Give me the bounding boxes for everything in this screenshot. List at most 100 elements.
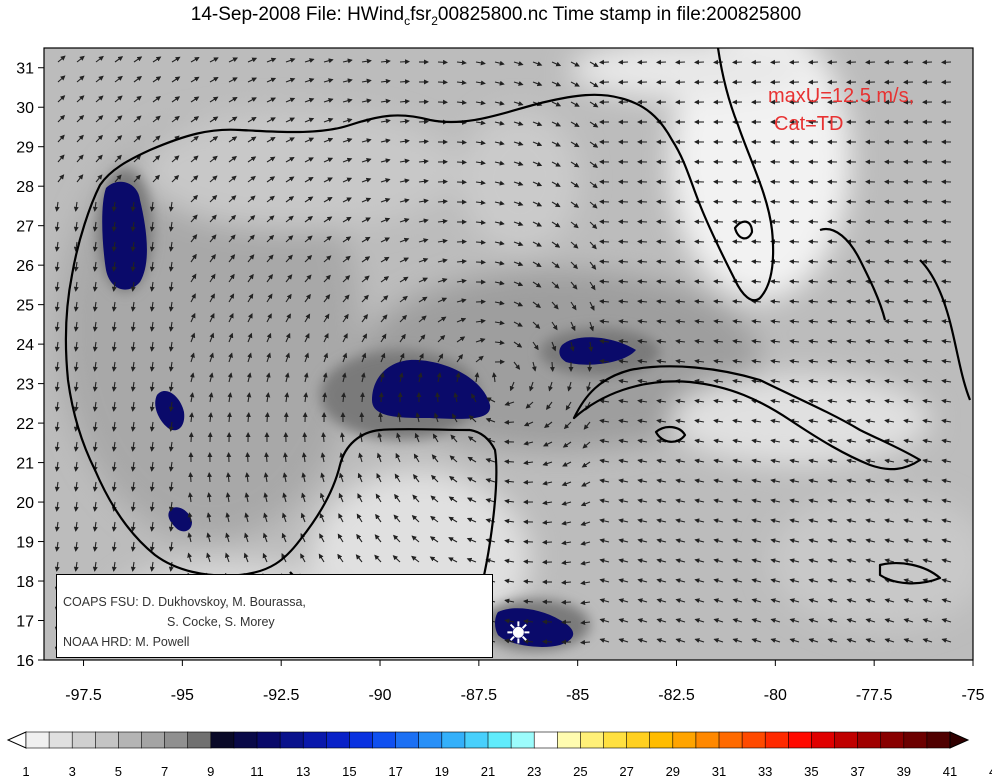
wind-arrow	[95, 75, 104, 83]
wind-arrow	[789, 478, 800, 484]
wind-arrow	[827, 418, 838, 424]
wind-arrow	[485, 478, 496, 483]
wind-arrow	[95, 174, 103, 183]
wind-arrow	[341, 392, 347, 403]
wind-arrow	[922, 259, 933, 265]
wind-arrow	[580, 521, 591, 526]
wind-arrow	[190, 312, 196, 323]
credit-line-1: COAPS FSU: D. Dukhovskoy, M. Bourassa,	[63, 595, 306, 609]
wind-arrow	[73, 521, 79, 532]
y-tick-label: 21	[16, 456, 34, 473]
credit-line-2: S. Cocke, S. Morey	[167, 615, 275, 629]
wind-arrow	[599, 478, 610, 484]
wind-arrow	[92, 341, 98, 352]
wind-arrow	[789, 219, 800, 225]
colorbar-label: 19	[435, 764, 449, 779]
colorbar-swatch	[533, 731, 558, 749]
wind-arrow	[580, 501, 591, 507]
wind-arrow	[413, 473, 420, 483]
wind-arrow	[713, 438, 724, 444]
wind-arrow	[570, 321, 576, 332]
wind-arrow	[808, 318, 819, 324]
wind-arrow	[751, 358, 762, 364]
wind-arrow	[361, 236, 371, 243]
wind-arrow	[618, 318, 629, 324]
wind-arrow	[380, 333, 387, 343]
wind-arrow	[637, 239, 648, 245]
wind-arrow	[54, 421, 60, 432]
wind-arrow	[266, 97, 277, 103]
wind-arrow	[941, 518, 952, 524]
wind-arrow	[209, 293, 215, 303]
wind-arrow	[551, 341, 557, 352]
wind-arrow	[637, 299, 648, 304]
wind-arrow	[149, 381, 155, 392]
wind-arrow	[846, 478, 857, 484]
wind-arrow	[418, 353, 424, 363]
colorbar-swatch	[349, 731, 374, 749]
wind-arrow	[494, 320, 505, 326]
wind-arrow	[54, 341, 60, 352]
wind-arrow	[76, 114, 85, 123]
wind-arrow	[523, 460, 534, 466]
wind-arrow	[618, 478, 629, 484]
colorbar-label: 13	[296, 764, 310, 779]
wind-arrow	[190, 234, 198, 243]
wind-arrow	[599, 219, 610, 225]
y-tick-label: 23	[16, 377, 34, 394]
wind-arrow	[532, 141, 543, 147]
wind-arrow	[448, 496, 458, 503]
storm-intensity-label: maxU=12.5 m/s, Cat=TD	[768, 82, 914, 138]
wind-arrow	[751, 318, 762, 324]
wind-arrow	[903, 219, 914, 225]
wind-arrow	[418, 296, 428, 303]
wind-arrow	[54, 441, 60, 452]
wind-arrow	[130, 361, 136, 372]
wind-arrow	[808, 438, 819, 444]
wind-arrow	[245, 412, 251, 423]
wind-arrow	[789, 338, 800, 344]
wind-arrow	[190, 57, 200, 63]
wind-arrow	[361, 217, 371, 223]
wind-arrow	[413, 453, 420, 463]
wind-arrow	[941, 438, 952, 444]
wind-arrow	[504, 419, 515, 425]
wind-arrow	[589, 281, 596, 291]
wind-arrow	[95, 134, 104, 143]
wind-arrow	[378, 392, 384, 403]
wind-arrow	[922, 398, 933, 404]
wind-arrow	[168, 441, 174, 452]
wind-arrow	[827, 299, 838, 304]
wind-arrow	[589, 161, 599, 168]
wind-arrow	[418, 218, 429, 224]
wind-arrow	[285, 293, 292, 303]
wind-arrow	[846, 299, 857, 304]
colorbar-label: 33	[758, 764, 772, 779]
wind-arrow	[228, 234, 236, 243]
wind-arrow	[637, 438, 648, 444]
wind-arrow	[548, 381, 553, 392]
wind-arrow	[504, 401, 515, 406]
wind-arrow	[149, 261, 155, 272]
wind-arrow	[675, 518, 686, 524]
wind-arrow	[338, 492, 344, 503]
wind-arrow	[285, 77, 296, 83]
wind-arrow	[808, 299, 819, 304]
wind-arrow	[732, 418, 743, 424]
wind-arrow	[380, 352, 386, 363]
wind-arrow	[466, 517, 477, 523]
wind-arrow	[732, 299, 743, 304]
wind-arrow	[751, 518, 762, 524]
wind-arrow	[865, 418, 876, 424]
wind-arrow	[751, 279, 762, 285]
wind-arrow	[789, 378, 800, 384]
wind-arrow	[133, 56, 143, 63]
wind-arrow	[92, 281, 98, 292]
wind-arrow	[694, 438, 705, 444]
wind-arrow	[884, 498, 895, 504]
wind-arrow	[304, 157, 314, 163]
colorbar-label: 17	[388, 764, 402, 779]
colorbar-swatch	[603, 731, 628, 749]
wind-arrow	[399, 198, 410, 204]
wind-arrow	[130, 321, 136, 332]
